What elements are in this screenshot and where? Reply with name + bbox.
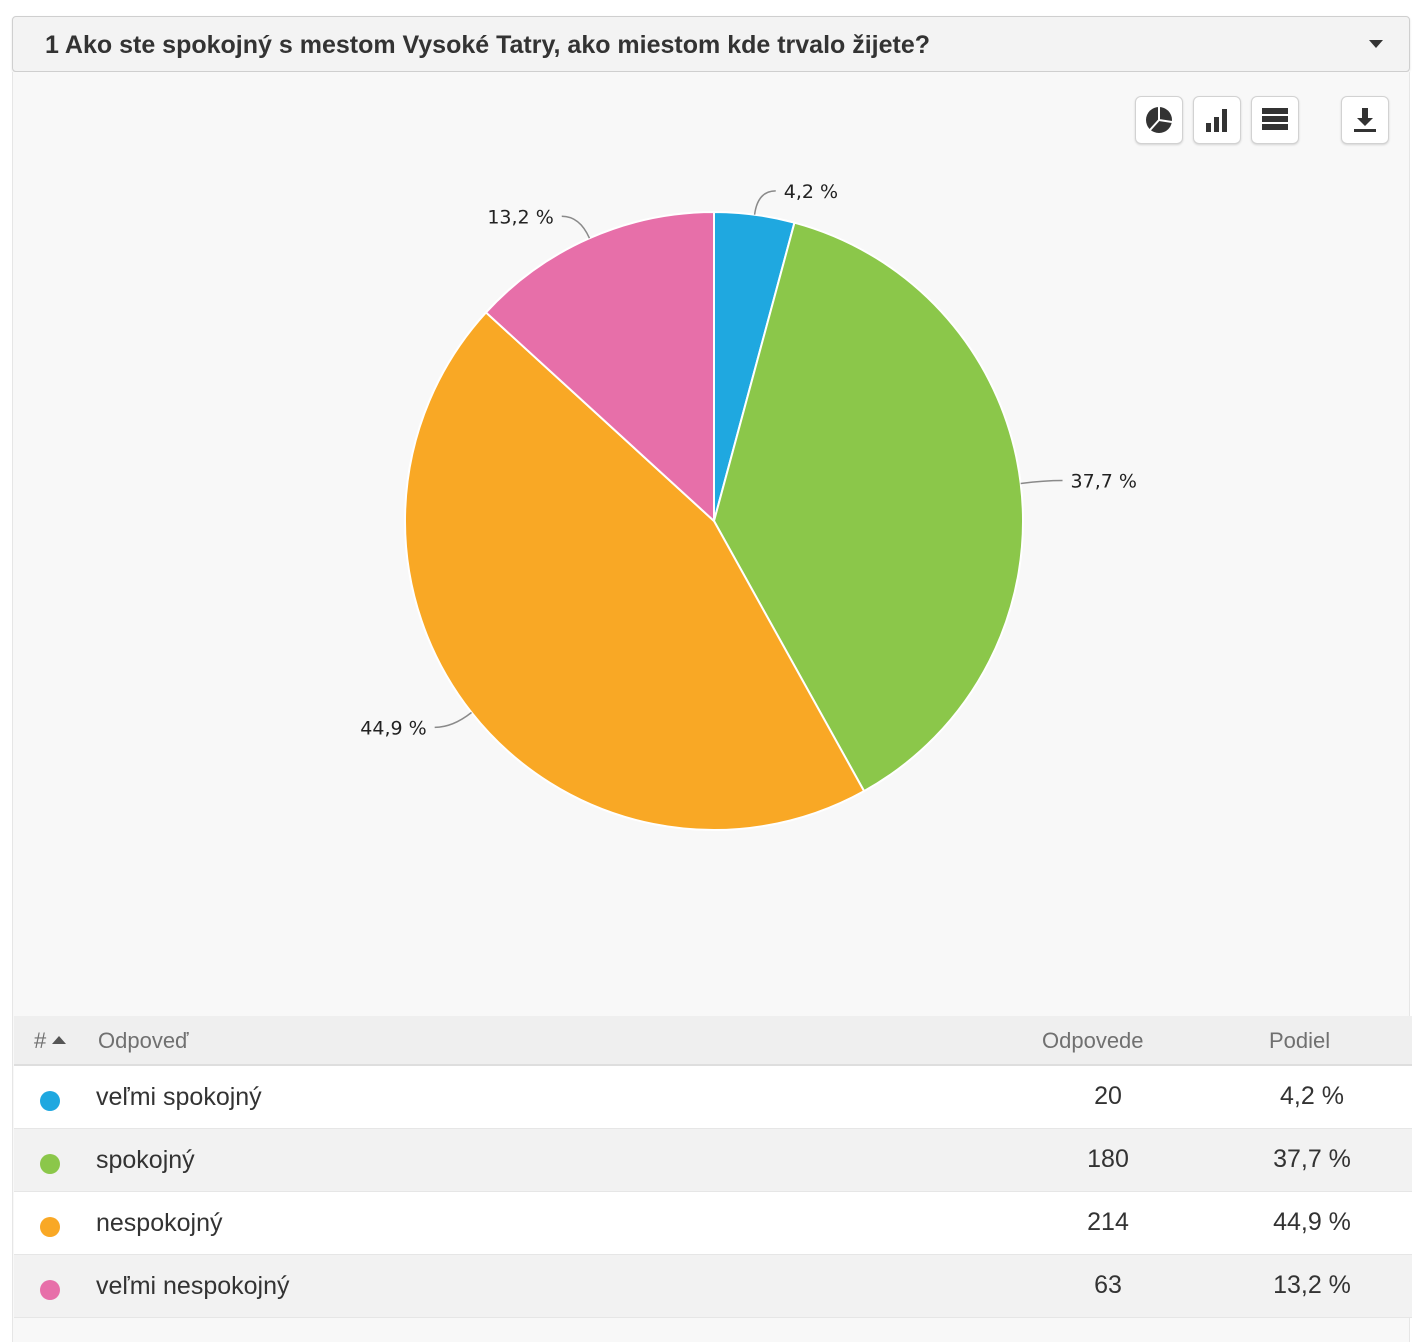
pie-chart-icon <box>1146 107 1173 133</box>
table-view-button[interactable] <box>1251 96 1299 144</box>
pie-chart: 4,2 % 37,7 % 44,9 % 13,2 % <box>360 181 1137 831</box>
series-color-dot <box>40 1217 60 1237</box>
share-column-header[interactable]: Podiel <box>1269 1028 1331 1053</box>
pie-percent-label: 4,2 % <box>784 181 838 203</box>
leader-line <box>1020 479 1063 485</box>
share-cell: 13,2 % <box>1273 1271 1351 1299</box>
pie-slice[interactable] <box>404 311 866 831</box>
count-cell: 63 <box>1094 1271 1122 1299</box>
leader-line <box>753 190 776 215</box>
bar-chart-view-button[interactable] <box>1193 96 1241 144</box>
download-button[interactable] <box>1341 96 1389 144</box>
answer-cell: veľmi nespokojný <box>96 1272 290 1300</box>
share-cell: 44,9 % <box>1273 1208 1351 1236</box>
results-table: # Odpoveď Odpovede Podiel veľmi spokojný… <box>14 1016 1412 1318</box>
series-color-dot <box>40 1091 60 1111</box>
pie-slice[interactable] <box>484 210 715 524</box>
table-row: veľmi nespokojný 63 13,2 % <box>14 1255 1412 1318</box>
pie-slice[interactable] <box>712 221 1024 793</box>
pie-labels: 4,2 % 37,7 % 44,9 % 13,2 % <box>360 181 1137 740</box>
answer-cell: spokojný <box>96 1146 195 1174</box>
pie-chart-view-button[interactable] <box>1135 96 1183 144</box>
download-icon <box>1354 108 1376 132</box>
leader-line <box>434 711 472 729</box>
pie-slices <box>404 210 1024 831</box>
count-cell: 20 <box>1094 1082 1122 1110</box>
series-color-dot <box>40 1280 60 1300</box>
count-cell: 214 <box>1087 1208 1129 1236</box>
series-color-dot <box>40 1154 60 1174</box>
pie-percent-label: 37,7 % <box>1071 471 1137 493</box>
table-row: nespokojný 214 44,9 % <box>14 1192 1412 1255</box>
table-row: spokojný 180 37,7 % <box>14 1129 1412 1192</box>
chevron-down-icon[interactable] <box>1369 40 1383 48</box>
pie-percent-label: 13,2 % <box>487 206 553 228</box>
question-title: 1 Ako ste spokojný s mestom Vysoké Tatry… <box>45 31 931 59</box>
sort-index-header[interactable]: # <box>34 1028 67 1054</box>
share-cell: 4,2 % <box>1280 1082 1344 1110</box>
count-cell: 180 <box>1087 1145 1129 1173</box>
sort-ascending-icon <box>52 1036 67 1045</box>
question-header[interactable]: 1 Ako ste spokojný s mestom Vysoké Tatry… <box>12 16 1410 72</box>
share-cell: 37,7 % <box>1273 1145 1351 1173</box>
pie-percent-label: 44,9 % <box>360 717 426 739</box>
table-row: veľmi spokojný 20 4,2 % <box>14 1066 1412 1129</box>
answer-column-header[interactable]: Odpoveď <box>98 1028 189 1053</box>
answer-cell: veľmi spokojný <box>96 1083 262 1111</box>
bar-chart-icon <box>1206 109 1227 132</box>
answer-cell: nespokojný <box>96 1209 223 1237</box>
table-icon <box>1262 108 1288 130</box>
leader-line <box>561 215 591 239</box>
count-column-header[interactable]: Odpovede <box>1042 1028 1144 1053</box>
table-header: # Odpoveď Odpovede Podiel <box>14 1016 1412 1066</box>
